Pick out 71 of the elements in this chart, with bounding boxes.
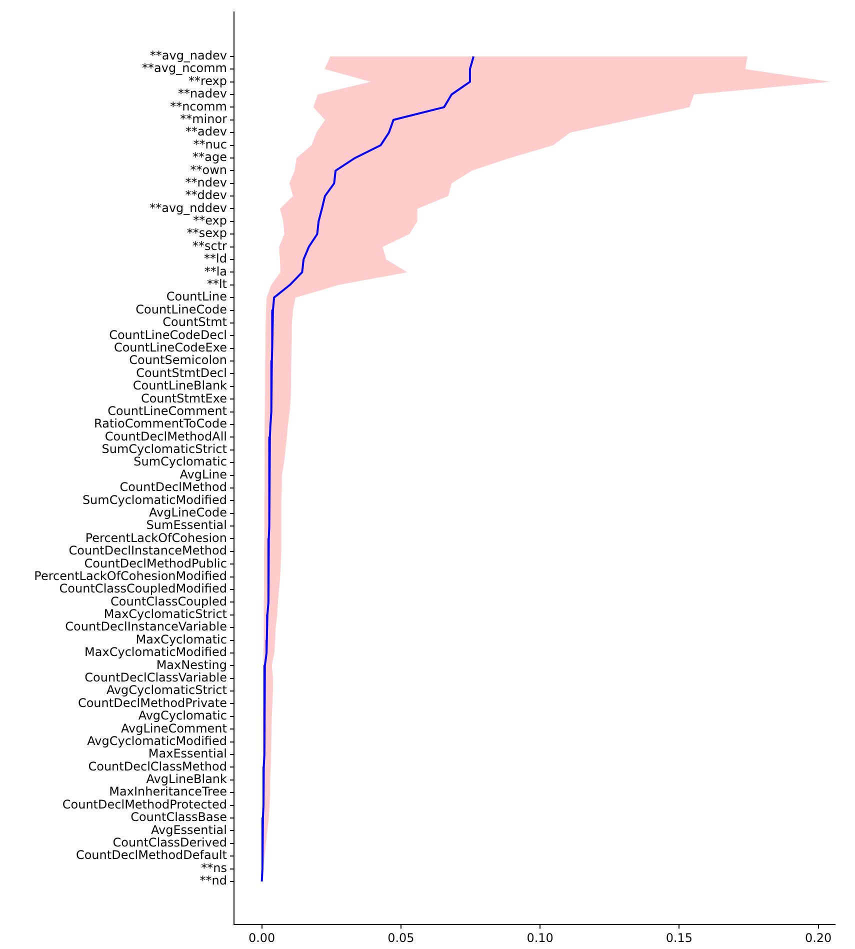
x-tick-label: 0.05	[388, 930, 414, 945]
y-tick-label: **nadev	[178, 86, 227, 101]
y-tick-label: MaxNesting	[156, 658, 227, 672]
y-tick-label: RatioCommentToCode	[94, 416, 227, 431]
y-tick-label: **lt	[206, 277, 228, 292]
y-tick-label: CountStmtExe	[140, 391, 227, 406]
y-tick-label: CountDeclMethodPrivate	[78, 696, 227, 710]
y-tick-label: CountSemicolon	[129, 353, 227, 368]
y-tick-label: MaxCyclomaticModified	[84, 645, 227, 660]
x-tick-label: 0.00	[248, 930, 276, 945]
y-tick-label: AvgLine	[180, 467, 227, 482]
y-tick-label: CountDeclClassVariable	[84, 670, 227, 684]
y-tick-label: **adev	[186, 124, 227, 139]
y-tick-label: **ns	[201, 860, 227, 875]
y-tick-label: CountDeclInstanceVariable	[65, 620, 227, 634]
y-tick-label: **ncomm	[170, 99, 227, 114]
y-tick-label: CountLineCodeExe	[114, 340, 227, 354]
y-tick-label: SumEssential	[146, 518, 227, 532]
x-tick-label: 0.10	[526, 930, 554, 945]
y-tick-label: CountLineBlank	[132, 378, 228, 393]
x-tick-label: 0.20	[804, 930, 832, 945]
y-tick-label: **sctr	[192, 238, 228, 253]
y-tick-label: **own	[190, 162, 227, 177]
y-tick-label: CountDeclInstanceMethod	[68, 544, 227, 558]
y-tick-label: AvgEssential	[150, 822, 227, 837]
y-tick-label: CountLineCodeDecl	[109, 328, 227, 342]
y-tick-label: CountDeclMethodProtected	[62, 797, 227, 812]
y-tick-label: CountDeclClassMethod	[88, 759, 227, 774]
y-tick-label: PercentLackOfCohesionModified	[34, 568, 227, 583]
x-tick-label: 0.15	[666, 930, 693, 945]
y-tick-label: **ndev	[185, 175, 227, 190]
y-tick-label: CountDeclMethodPublic	[84, 556, 227, 570]
y-tick-label: CountDeclMethodAll	[104, 429, 227, 444]
y-tick-label: CountLineCode	[136, 302, 227, 316]
y-tick-label: **la	[204, 264, 227, 278]
y-tick-label: **avg_ncomm	[142, 61, 227, 76]
y-tick-label: PercentLackOfCohesion	[85, 530, 227, 545]
y-tick-label: CountClassCoupled	[110, 594, 227, 608]
y-tick-label: MaxCyclomaticStrict	[104, 607, 228, 622]
y-tick-label: **rexp	[188, 74, 227, 88]
y-tick-label: AvgLineComment	[120, 721, 228, 736]
y-tick-label: **ddev	[185, 188, 227, 202]
y-tick-label: **age	[192, 150, 227, 164]
y-tick-label: **avg_nddev	[150, 200, 227, 215]
y-tick-label: **avg_nadev	[150, 48, 227, 63]
y-tick-label: CountClassBase	[130, 810, 227, 824]
y-tick-label: SumCyclomaticStrict	[102, 442, 228, 456]
y-tick-label: CountClassDerived	[112, 835, 227, 850]
y-tick-label: MaxCyclomatic	[136, 632, 227, 646]
y-tick-label: **nuc	[193, 137, 227, 152]
y-tick-label: MaxEssential	[148, 746, 227, 761]
y-tick-label: SumCyclomatic	[134, 454, 227, 469]
y-tick-label: CountStmt	[162, 315, 228, 330]
y-tick-label: CountDeclMethod	[120, 480, 227, 494]
y-tick-label: CountStmtDecl	[136, 366, 227, 380]
y-tick-label: **sexp	[186, 226, 227, 240]
y-tick-label: AvgCyclomatic	[138, 708, 227, 723]
y-tick-label: **minor	[180, 112, 228, 126]
y-tick-label: SumCyclomaticModified	[82, 492, 227, 507]
y-tick-label: AvgLineBlank	[146, 772, 228, 786]
y-tick-label: AvgCyclomaticModified	[87, 734, 227, 748]
y-tick-label: **exp	[193, 214, 227, 228]
y-tick-label: MaxInheritanceTree	[109, 784, 227, 799]
y-tick-label: **ld	[204, 252, 227, 266]
y-tick-label: **nd	[200, 874, 227, 888]
y-tick-label: CountLine	[166, 290, 227, 304]
y-tick-label: CountClassCoupledModified	[59, 582, 227, 596]
y-tick-label: AvgLineCode	[149, 505, 227, 520]
y-tick-label: CountLineComment	[108, 404, 228, 418]
y-tick-label: CountDeclMethodDefault	[76, 848, 228, 862]
y-tick-label: AvgCyclomaticStrict	[106, 683, 228, 698]
